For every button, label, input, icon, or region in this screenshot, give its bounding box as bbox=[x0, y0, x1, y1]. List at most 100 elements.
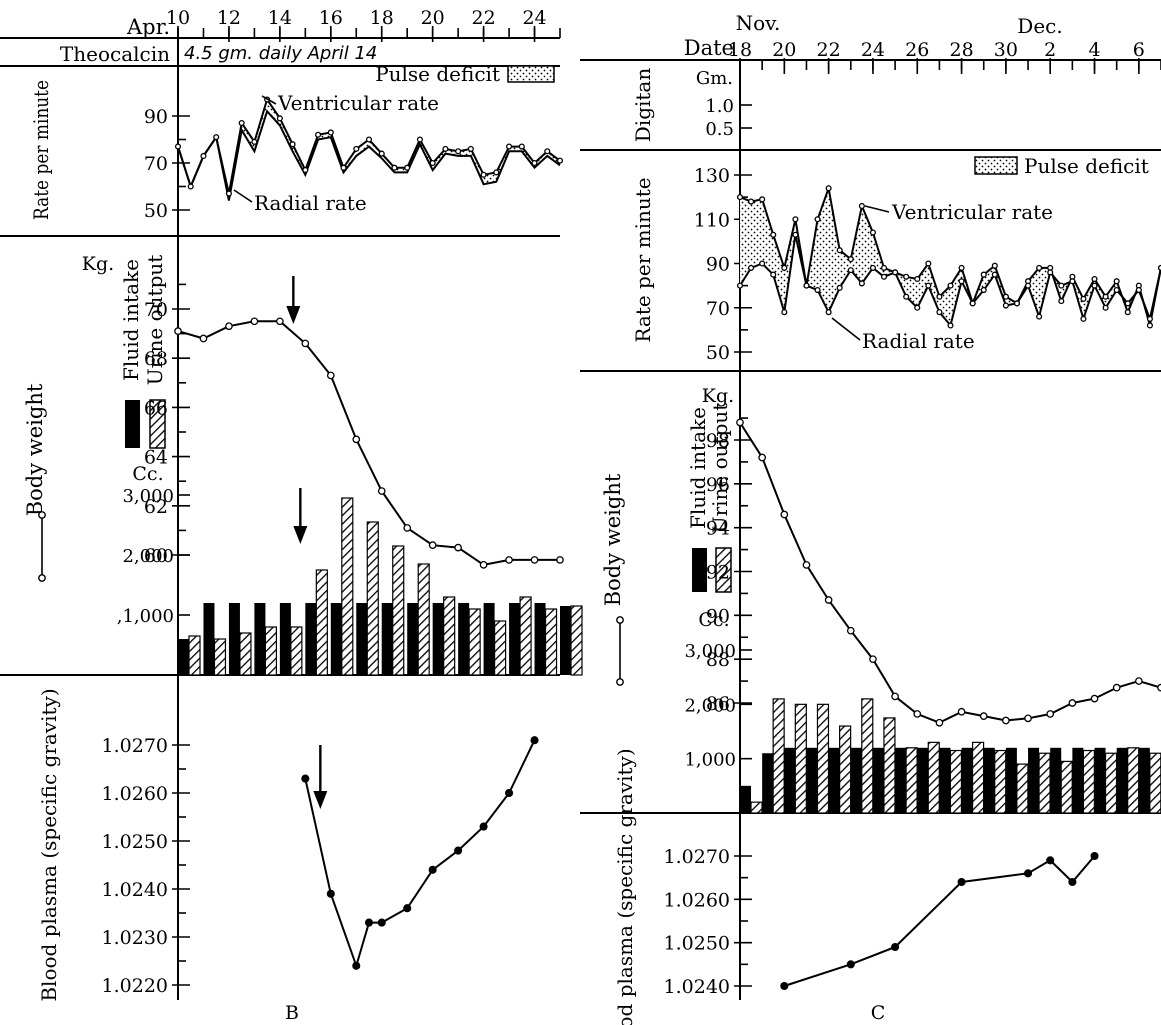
b-urine-output-bar bbox=[290, 626, 303, 676]
c-urine-output-bar bbox=[927, 741, 940, 814]
c-fluid-intake-bar bbox=[917, 747, 929, 813]
c-fluid-intake-bar bbox=[784, 747, 796, 813]
c-rate-tick-label: 70 bbox=[706, 298, 730, 320]
b-fluid-intake-bar bbox=[381, 603, 393, 675]
c-digitan-tick-label: 0.5 bbox=[705, 119, 734, 140]
c-date-tick-label: 24 bbox=[861, 39, 885, 61]
b-arrow-fluid bbox=[293, 488, 308, 544]
b-weight-point bbox=[403, 524, 412, 532]
c-radial-annotation: Radial rate bbox=[862, 329, 975, 353]
c-radial-point bbox=[825, 309, 832, 316]
b-weight-point bbox=[225, 322, 233, 331]
c-digitan-unit: Gm. bbox=[696, 68, 733, 89]
c-plasma-ylabel-text: Blood plasma (specific gravity) bbox=[613, 748, 637, 1025]
c-urine-output-bar bbox=[1127, 747, 1140, 814]
b-drug-label: Theocalcin bbox=[60, 42, 170, 66]
b-ventricular-pointer bbox=[261, 95, 277, 105]
b-weight-legend-marker-bottom bbox=[38, 574, 46, 582]
c-rate-tick-label: 50 bbox=[706, 342, 730, 364]
b-plasma-tick-label: 1.0240 bbox=[102, 879, 168, 901]
c-urine-output-bar bbox=[816, 703, 830, 814]
b-weight-point bbox=[276, 317, 284, 326]
b-plasma-ticks: 1.0220 1.0230 1.0240 1.0250 1.0260 1.0270 bbox=[102, 735, 190, 997]
b-plasma-point bbox=[364, 918, 374, 927]
c-pulse-deficit-fill bbox=[740, 188, 1161, 326]
b-plasma-tick-label: 1.0220 bbox=[102, 975, 168, 997]
c-month-dec: Dec. bbox=[1017, 14, 1062, 38]
b-arrow-plasma bbox=[313, 745, 328, 809]
b-weight-tick-label: 70 bbox=[144, 299, 168, 321]
b-fluid-intake-bar bbox=[279, 603, 291, 675]
c-weight-point bbox=[891, 692, 899, 701]
c-radial-point bbox=[858, 280, 865, 287]
b-ventricular-point bbox=[276, 115, 283, 122]
c-radial-point bbox=[1091, 282, 1098, 289]
c-weight-legend-marker-top bbox=[616, 616, 624, 624]
c-fluid-intake-swatch bbox=[692, 548, 707, 592]
c-radial-point bbox=[1058, 282, 1065, 289]
b-urine-output-bar bbox=[315, 569, 328, 676]
c-fluid-intake-bar bbox=[740, 785, 751, 813]
c-ventricular-annotation: Ventricular rate bbox=[891, 200, 1053, 224]
b-fluid-intake-bar bbox=[509, 603, 521, 675]
b-date-tick-label: 10 bbox=[166, 7, 190, 29]
c-plasma-point bbox=[891, 942, 900, 952]
c-fluid-tick-label: 3,000 bbox=[684, 641, 736, 662]
c-urine-output-bar bbox=[772, 698, 785, 814]
c-ventricular-point bbox=[792, 216, 799, 223]
c-urine-output-bar bbox=[861, 698, 874, 814]
b-fluid-intake-bar bbox=[178, 639, 189, 675]
b-arrow-2-head bbox=[293, 526, 308, 544]
b-ventricular-point bbox=[467, 145, 474, 152]
c-ventricular-point bbox=[925, 260, 932, 267]
b-urine-output-bar bbox=[264, 626, 277, 676]
c-fluid-ticks: 1,000 2,000 3,000 bbox=[684, 641, 752, 771]
c-radial-point bbox=[936, 309, 943, 316]
c-ventricular-point bbox=[825, 185, 832, 192]
c-urine-output-bar bbox=[994, 749, 1007, 814]
c-date-tick-label: 22 bbox=[817, 39, 841, 61]
c-plasma-point bbox=[846, 960, 855, 969]
b-urine-output-label: Urine output bbox=[143, 255, 167, 386]
b-weight-point bbox=[326, 371, 335, 380]
b-fluid-tick-label: ,1,000 bbox=[117, 606, 174, 627]
b-fluid-tick-label: 3,000 bbox=[122, 486, 174, 507]
c-weight-tick-label: 86 bbox=[706, 693, 730, 715]
b-urine-output-bar bbox=[443, 596, 456, 676]
c-weight-tick-label: 88 bbox=[706, 649, 730, 671]
c-radial-point bbox=[759, 260, 766, 267]
b-fluid-unit: Cc. bbox=[132, 463, 163, 485]
b-ventricular-point bbox=[289, 141, 296, 148]
b-arrow-1-head bbox=[286, 306, 301, 324]
b-fluid-intake-bar bbox=[432, 603, 444, 675]
c-radial-point bbox=[1013, 300, 1021, 307]
b-ventricular-point bbox=[251, 138, 258, 145]
c-radial-point bbox=[991, 271, 998, 278]
b-month-label: Apr. bbox=[126, 15, 170, 39]
c-ventricular-point bbox=[914, 275, 921, 283]
b-weight-legend-marker-top bbox=[38, 511, 46, 519]
c-fluid-intake-bar bbox=[1050, 747, 1062, 813]
b-weight-point bbox=[428, 541, 437, 550]
c-date-tick-label: 2 bbox=[1044, 39, 1056, 61]
b-ventricular-point bbox=[302, 167, 309, 174]
b-urine-output-bar bbox=[341, 497, 354, 676]
b-radial-line bbox=[177, 109, 561, 201]
c-radial-point bbox=[748, 264, 755, 271]
b-weight-point bbox=[556, 556, 564, 564]
c-weight-unit: Kg. bbox=[702, 385, 734, 407]
c-rate-tick-label: 90 bbox=[706, 254, 730, 276]
c-digitan-tick-label: 1.0 bbox=[705, 96, 734, 117]
b-weight-ticks: 60 62 64 66 68 70 bbox=[144, 283, 190, 567]
c-urine-output-bar bbox=[1149, 752, 1161, 814]
c-fluid-tick-label: 2,000 bbox=[684, 695, 736, 716]
c-ventricular-point bbox=[759, 196, 766, 203]
c-ventricular-point bbox=[991, 262, 998, 269]
b-urine-output-bar bbox=[239, 632, 252, 676]
c-weight-point bbox=[802, 561, 811, 569]
c-radial-point bbox=[1002, 302, 1009, 309]
b-fluid-intake-label: Fluid intake bbox=[119, 259, 143, 381]
c-rate-tick-label: 130 bbox=[694, 165, 730, 187]
c-pulse-deficit-area bbox=[740, 188, 1161, 326]
b-date-tick-label: 12 bbox=[217, 7, 241, 29]
